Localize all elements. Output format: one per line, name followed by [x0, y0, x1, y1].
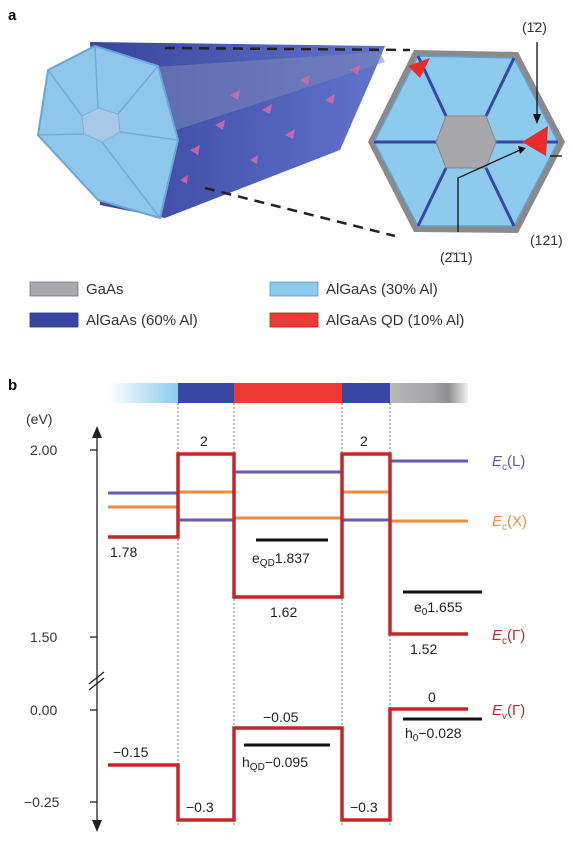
label-ev-barrier-left: −0.3: [186, 799, 214, 815]
ec-l-band: [108, 459, 468, 522]
legend-swatch-algaas-qd: [269, 312, 319, 328]
label-h-qd: hQD−0.095: [242, 754, 308, 773]
ec-x-band: [108, 490, 468, 523]
band-labels: Ec(L) Ec(X) Ec(Γ) Ev(Γ): [492, 453, 527, 722]
legend-label-algaas-qd: AlGaAs QD (10% Al): [326, 312, 464, 329]
panel-b-label: b: [8, 377, 17, 394]
panel-a-label: a: [8, 7, 17, 24]
facet-label-left: (2̄1̄1): [440, 249, 473, 265]
legend-swatch-algaas60: [29, 312, 79, 328]
composition-bar: [108, 383, 468, 403]
label-ev-outer: −0.15: [113, 744, 149, 760]
label-ec-barrier-left: 2: [200, 433, 208, 449]
ev-gamma-band: [108, 707, 468, 822]
legend-label-gaas: GaAs: [86, 281, 124, 298]
label-ec-outer: 1.78: [110, 544, 137, 560]
legend-label-algaas30: AlGaAs (30% Al): [326, 281, 438, 298]
label-ev-qd: −0.05: [263, 709, 299, 725]
band-label-ec-gamma: Ec(Γ): [492, 627, 525, 647]
facet-label-right: (121): [530, 232, 563, 248]
tick-label-2-00: 2.00: [30, 442, 57, 458]
band-label-ec-x: Ec(X): [492, 513, 527, 533]
cross-section-hexagon: [368, 50, 565, 233]
label-ev-core: 0: [428, 689, 436, 705]
legend: GaAs AlGaAs (30% Al) AlGaAs (60% Al) AlG…: [29, 281, 464, 329]
band-label-ec-l: Ec(L): [492, 453, 525, 473]
facet-label-top: (1̄2): [522, 19, 547, 35]
legend-label-algaas60: AlGaAs (60% Al): [86, 312, 198, 329]
band-label-ev-gamma: Ev(Γ): [492, 702, 525, 722]
energy-axis: (eV) 2.00 1.50 0.00 −0.25: [24, 411, 105, 832]
label-h-zero: h0−0.028: [405, 725, 462, 744]
legend-swatch-gaas: [29, 281, 79, 297]
nanowire-core-stripe: [110, 52, 385, 145]
label-ev-barrier-right: −0.3: [350, 799, 378, 815]
label-ec-qd: 1.62: [270, 604, 297, 620]
legend-swatch-algaas30: [269, 281, 319, 297]
label-ec-core: 1.52: [410, 641, 437, 657]
ec-gamma-band: [108, 452, 468, 636]
label-ec-barrier-right: 2: [360, 433, 368, 449]
facet-annotations: (1̄2) (2̄1̄1) (121): [440, 19, 563, 265]
label-e-zero: e01.655: [414, 599, 463, 618]
nanowire-illustration: [36, 42, 411, 238]
value-labels: 1.78 2 2 1.62 1.52 eQD1.837 e01.655 −0.1…: [110, 433, 463, 815]
tick-label-1-50: 1.50: [30, 629, 57, 645]
label-e-qd: eQD1.837: [252, 550, 310, 569]
axis-unit: (eV): [26, 411, 52, 427]
tick-label-0-00: 0.00: [30, 702, 57, 718]
tick-label-minus-0-25: −0.25: [24, 794, 60, 810]
